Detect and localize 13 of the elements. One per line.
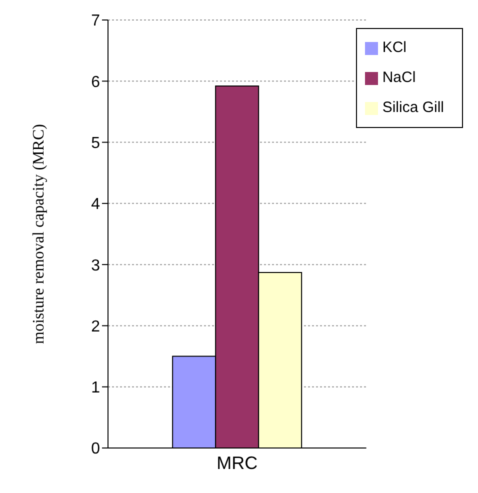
y-axis-title: moisture removal capacity (MRC): [30, 124, 48, 344]
y-tick-label: 7: [91, 12, 100, 30]
legend-label: Silica Gill: [382, 99, 444, 116]
y-tick-label: 5: [91, 134, 100, 152]
y-tick-label: 0: [91, 440, 100, 458]
legend-label: NaCl: [382, 69, 416, 86]
x-tick-label: MRC: [216, 452, 258, 473]
y-tick-label: 6: [91, 74, 100, 91]
legend-label: KCl: [382, 39, 406, 56]
y-tick-label: 3: [91, 257, 100, 274]
y-tick-label: 4: [91, 196, 100, 214]
y-tick-label: 1: [91, 380, 100, 397]
y-tick-label: 2: [91, 318, 100, 336]
